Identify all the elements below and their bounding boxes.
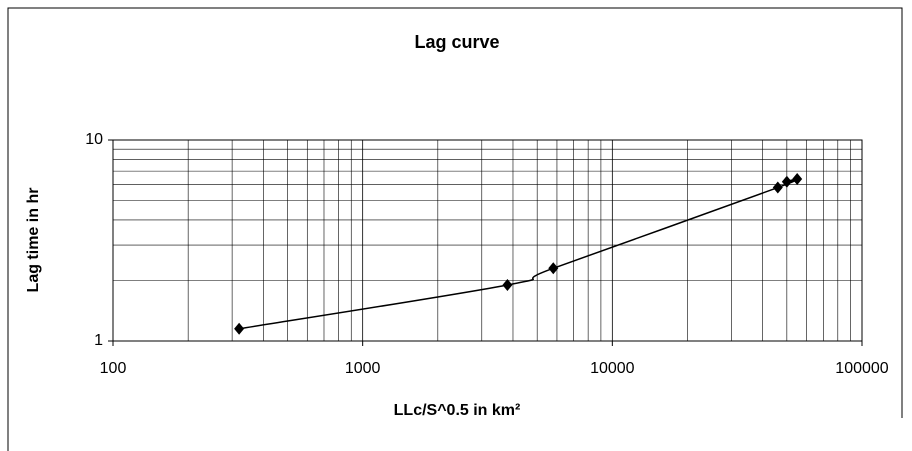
data-point (781, 175, 792, 188)
x-tick-label: 100 (100, 360, 127, 377)
chart-title: Lag curve (414, 32, 499, 52)
y-axis-label: Lag time in hr (25, 188, 42, 293)
x-axis-label: LLc/S^0.5 in km² (394, 402, 521, 419)
data-point (792, 172, 803, 185)
data-point (772, 181, 783, 194)
plot-border (112, 139, 863, 342)
x-tick-label: 10000 (590, 360, 635, 377)
x-tick-label: 100000 (835, 360, 888, 377)
chart-frame (7, 7, 903, 451)
y-tick-label: 10 (85, 131, 103, 148)
x-tick-label: 1000 (345, 360, 381, 377)
y-tick-label: 1 (94, 332, 103, 349)
data-point (502, 278, 513, 291)
data-point (234, 322, 245, 335)
data-line (238, 178, 798, 330)
data-point (548, 262, 559, 275)
